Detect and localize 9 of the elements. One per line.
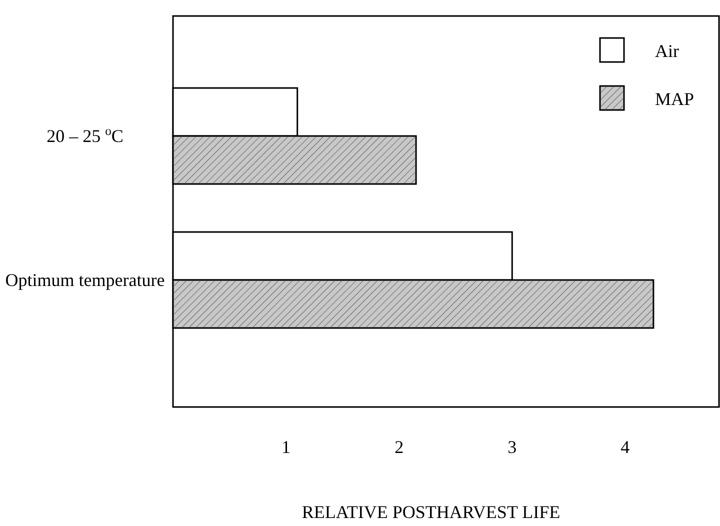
y-tick-label: Optimum temperature — [5, 270, 165, 290]
x-axis-title: RELATIVE POSTHARVEST LIFE — [302, 502, 560, 522]
legend-label: MAP — [655, 89, 694, 109]
x-tick-label: 3 — [508, 437, 517, 457]
x-tick-label: 2 — [394, 437, 404, 457]
y-tick-label: 20 – 25 $^{o}$C — [46, 124, 124, 146]
x-tick-label: 4 — [620, 437, 630, 457]
x-tick-label: 1 — [282, 437, 291, 457]
legend-label: Air — [655, 41, 679, 61]
